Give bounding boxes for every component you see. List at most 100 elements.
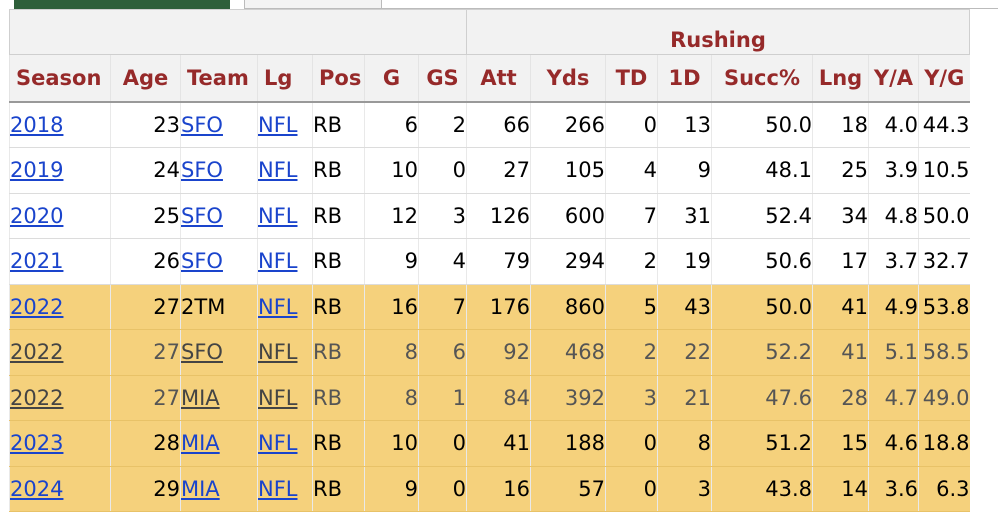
cell-season[interactable]: 2018 [9,102,111,148]
cell-ya: 3.9 [868,147,919,194]
cell-team[interactable]: SFO [180,193,258,239]
cell-pos: RB [312,238,365,285]
cell-season[interactable]: 2022 [9,375,111,421]
column-header-age[interactable]: Age [110,54,181,103]
cell-yds: 294 [530,238,606,285]
cell-season[interactable]: 2021 [9,238,111,285]
column-header-1d[interactable]: 1D [657,54,712,103]
cell-lg[interactable]: NFL [257,102,313,148]
cell-td: 5 [605,284,658,330]
cell-lng: 25 [812,147,869,194]
cell-season[interactable]: 2023 [9,420,111,467]
cell-pos: RB [312,466,365,512]
cell-lg[interactable]: NFL [257,466,313,512]
column-header-lng[interactable]: Lng [812,54,869,103]
column-header-g[interactable]: G [364,54,419,103]
cell-season[interactable]: 2019 [9,147,111,194]
cell-lg[interactable]: NFL [257,329,313,376]
cell-season[interactable]: 2022 [9,284,111,330]
cell-season[interactable]: 2020 [9,193,111,239]
season-link[interactable]: 2021 [10,249,64,274]
cell-td: 7 [605,193,658,239]
cell-g: 12 [364,193,419,239]
cell-ya: 4.0 [868,102,919,148]
cell-g: 6 [364,102,419,148]
column-header-pos[interactable]: Pos [312,54,365,103]
cell-team[interactable]: MIA [180,466,258,512]
cell-team[interactable]: SFO [180,147,258,194]
cell-yg: 32.7 [918,238,970,285]
cell-lg[interactable]: NFL [257,284,313,330]
cell-att: 27 [466,147,531,194]
lg-link[interactable]: NFL [258,476,298,501]
lg-link[interactable]: NFL [258,203,298,228]
team-link[interactable]: SFO [181,203,223,228]
season-link[interactable]: 2020 [10,203,64,228]
lg-link[interactable]: NFL [258,113,298,137]
cell-team: 2TM [180,284,258,330]
column-header-team[interactable]: Team [180,54,258,103]
cell-team[interactable]: SFO [180,238,258,285]
column-header-lg[interactable]: Lg [257,54,313,103]
column-header-yds[interactable]: Yds [530,54,606,103]
tab-active[interactable] [14,0,230,9]
lg-link[interactable]: NFL [258,385,298,410]
cell-age: 26 [110,238,181,285]
cell-lg[interactable]: NFL [257,238,313,285]
cell-lg[interactable]: NFL [257,420,313,467]
lg-link[interactable]: NFL [258,249,298,274]
rushing-stats-table-wrapper: Rushing Season Age Team Lg Pos G GS Att Yds TD 1D S… [9,9,970,512]
cell-lg[interactable]: NFL [257,375,313,421]
cell-att: 79 [466,238,531,285]
cell-team[interactable]: MIA [180,375,258,421]
cell-yg: 10.5 [918,147,970,194]
cell-g: 10 [364,420,419,467]
season-link[interactable]: 2022 [10,340,64,365]
season-link[interactable]: 2019 [10,158,64,183]
cell-att: 41 [466,420,531,467]
column-header-y-a[interactable]: Y/A [868,54,919,103]
cell-yg: 49.0 [918,375,970,421]
cell-lg[interactable]: NFL [257,193,313,239]
lg-link[interactable]: NFL [258,294,298,319]
column-header-season[interactable]: Season [9,54,111,103]
column-header-gs[interactable]: GS [418,54,467,103]
rushing-group-header: Rushing [466,9,970,55]
cell-pos: RB [312,147,365,194]
column-header-succ[interactable]: Succ% [711,54,813,103]
team-link[interactable]: MIA [181,431,220,456]
season-link[interactable]: 2022 [10,385,64,410]
team-link[interactable]: MIA [181,476,220,501]
column-header-td[interactable]: TD [605,54,658,103]
cell-team[interactable]: SFO [180,102,258,148]
cell-season[interactable]: 2024 [9,466,111,512]
cell-succ: 50.0 [711,102,813,148]
cell-ya: 4.7 [868,375,919,421]
cell-pos: RB [312,375,365,421]
column-header-att[interactable]: Att [466,54,531,103]
cell-season[interactable]: 2022 [9,329,111,376]
tab-inactive[interactable] [244,0,382,9]
lg-link[interactable]: NFL [258,158,298,183]
cell-yds: 392 [530,375,606,421]
team-link[interactable]: SFO [181,249,223,274]
cell-lng: 34 [812,193,869,239]
lg-link[interactable]: NFL [258,340,298,365]
cell-lg[interactable]: NFL [257,147,313,194]
cell-first-downs: 43 [657,284,712,330]
season-link[interactable]: 2018 [10,113,64,137]
column-header-y-g[interactable]: Y/G [918,54,970,103]
team-link[interactable]: SFO [181,340,223,365]
team-link[interactable]: MIA [181,385,220,410]
team-link[interactable]: SFO [181,113,223,137]
cell-att: 176 [466,284,531,330]
cell-team[interactable]: MIA [180,420,258,467]
season-link[interactable]: 2023 [10,431,64,456]
cell-ya: 4.6 [868,420,919,467]
lg-link[interactable]: NFL [258,431,298,456]
cell-first-downs: 19 [657,238,712,285]
cell-team[interactable]: SFO [180,329,258,376]
team-link[interactable]: SFO [181,158,223,183]
season-link[interactable]: 2022 [10,294,64,319]
season-link[interactable]: 2024 [10,476,64,501]
